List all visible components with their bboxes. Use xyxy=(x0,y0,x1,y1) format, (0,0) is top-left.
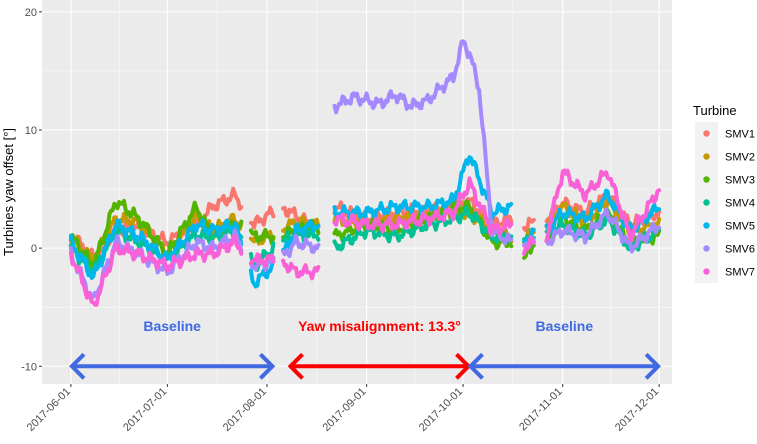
arrow-head-right xyxy=(644,352,661,380)
legend-item-smv6: SMV6 xyxy=(695,237,755,260)
legend-item-smv3: SMV3 xyxy=(695,168,755,191)
arrow-head-left xyxy=(467,352,484,380)
y-tick-label: 20 xyxy=(25,7,37,19)
series-line-segment xyxy=(544,168,662,243)
legend-key-dot xyxy=(703,268,710,275)
legend-key-dot xyxy=(703,222,710,229)
x-tick-label: 2017-12-01 xyxy=(613,386,661,434)
legend-title: Turbine xyxy=(693,103,737,118)
arrow-head-left xyxy=(69,352,86,380)
series-line-segment xyxy=(248,229,276,246)
annotation-arrow-0: Baseline xyxy=(69,318,276,380)
x-tick-label: 2017-09-01 xyxy=(320,386,368,434)
panel-background xyxy=(42,0,672,384)
legend: Turbine SMV1 SMV2 SMV3 SMV4 SMV5 SMV6 SMV7 xyxy=(693,103,755,283)
legend-item-smv7: SMV7 xyxy=(695,260,755,283)
legend-label: SMV4 xyxy=(725,198,755,210)
annotation-label: Yaw misalignment: 13.3° xyxy=(298,318,461,334)
legend-key-dot xyxy=(703,130,710,137)
legend-label: SMV6 xyxy=(725,244,755,256)
legend-label: SMV1 xyxy=(725,129,755,141)
legend-item-smv4: SMV4 xyxy=(695,191,755,214)
annotation-layer: Baseline Yaw misalignment: 13.3° Baseline xyxy=(69,318,661,380)
legend-key-dot xyxy=(703,153,710,160)
annotation-label: Baseline xyxy=(143,318,201,334)
series-smv5 xyxy=(68,155,662,289)
arrow-head-right xyxy=(259,352,276,380)
series-line-segment xyxy=(68,218,244,280)
legend-item-smv1: SMV1 xyxy=(695,122,755,145)
legend-item-smv2: SMV2 xyxy=(695,145,755,168)
series-layer xyxy=(68,39,662,307)
legend-key-dot xyxy=(703,199,710,206)
x-tick-label: 2017-08-01 xyxy=(221,386,269,434)
series-line-segment xyxy=(522,235,536,256)
series-line-segment xyxy=(544,207,662,254)
annotation-arrow-1: Yaw misalignment: 13.3° xyxy=(287,318,472,380)
y-axis: -10 0 10 20 xyxy=(21,7,42,373)
series-line-segment xyxy=(281,258,321,281)
x-tick-label: 2017-11-01 xyxy=(517,386,565,434)
series-line-segment xyxy=(248,252,276,268)
annotation-arrow-2: Baseline xyxy=(467,318,661,380)
series-line-segment xyxy=(248,227,276,246)
series-line-segment xyxy=(332,155,514,222)
legend-item-smv5: SMV5 xyxy=(695,214,755,237)
series-line-segment xyxy=(68,233,244,307)
minor-grid xyxy=(42,0,672,384)
legend-key-dot xyxy=(703,176,710,183)
annotation-label: Baseline xyxy=(536,318,594,334)
series-line-segment xyxy=(248,205,276,230)
x-tick-label: 2017-06-01 xyxy=(25,386,73,434)
series-line-segment xyxy=(332,176,514,237)
series-smv7 xyxy=(68,168,662,307)
legend-label: SMV5 xyxy=(725,221,755,233)
legend-label: SMV7 xyxy=(725,267,755,279)
series-line-segment xyxy=(281,233,321,259)
series-line-segment xyxy=(332,205,514,252)
series-line-segment xyxy=(332,39,514,246)
y-tick-label: -10 xyxy=(21,361,37,373)
y-axis-title: Turbines yaw offset [°] xyxy=(1,128,16,256)
y-tick-label: 10 xyxy=(25,125,37,137)
legend-items: SMV1 SMV2 SMV3 SMV4 SMV5 SMV6 SMV7 xyxy=(695,122,755,283)
legend-label: SMV3 xyxy=(725,175,755,187)
legend-label: SMV2 xyxy=(725,152,755,164)
x-axis: 2017-06-01 2017-07-01 2017-08-01 2017-09-01… xyxy=(25,384,661,434)
series-line-segment xyxy=(281,219,321,252)
arrow-head-left xyxy=(287,352,304,380)
legend-key-dot xyxy=(703,245,710,252)
series-line-segment xyxy=(248,256,276,289)
x-tick-label: 2017-07-01 xyxy=(121,386,169,434)
x-tick-label: 2017-10-01 xyxy=(417,386,465,434)
series-line-segment xyxy=(522,216,536,233)
y-tick-label: 0 xyxy=(31,243,37,255)
